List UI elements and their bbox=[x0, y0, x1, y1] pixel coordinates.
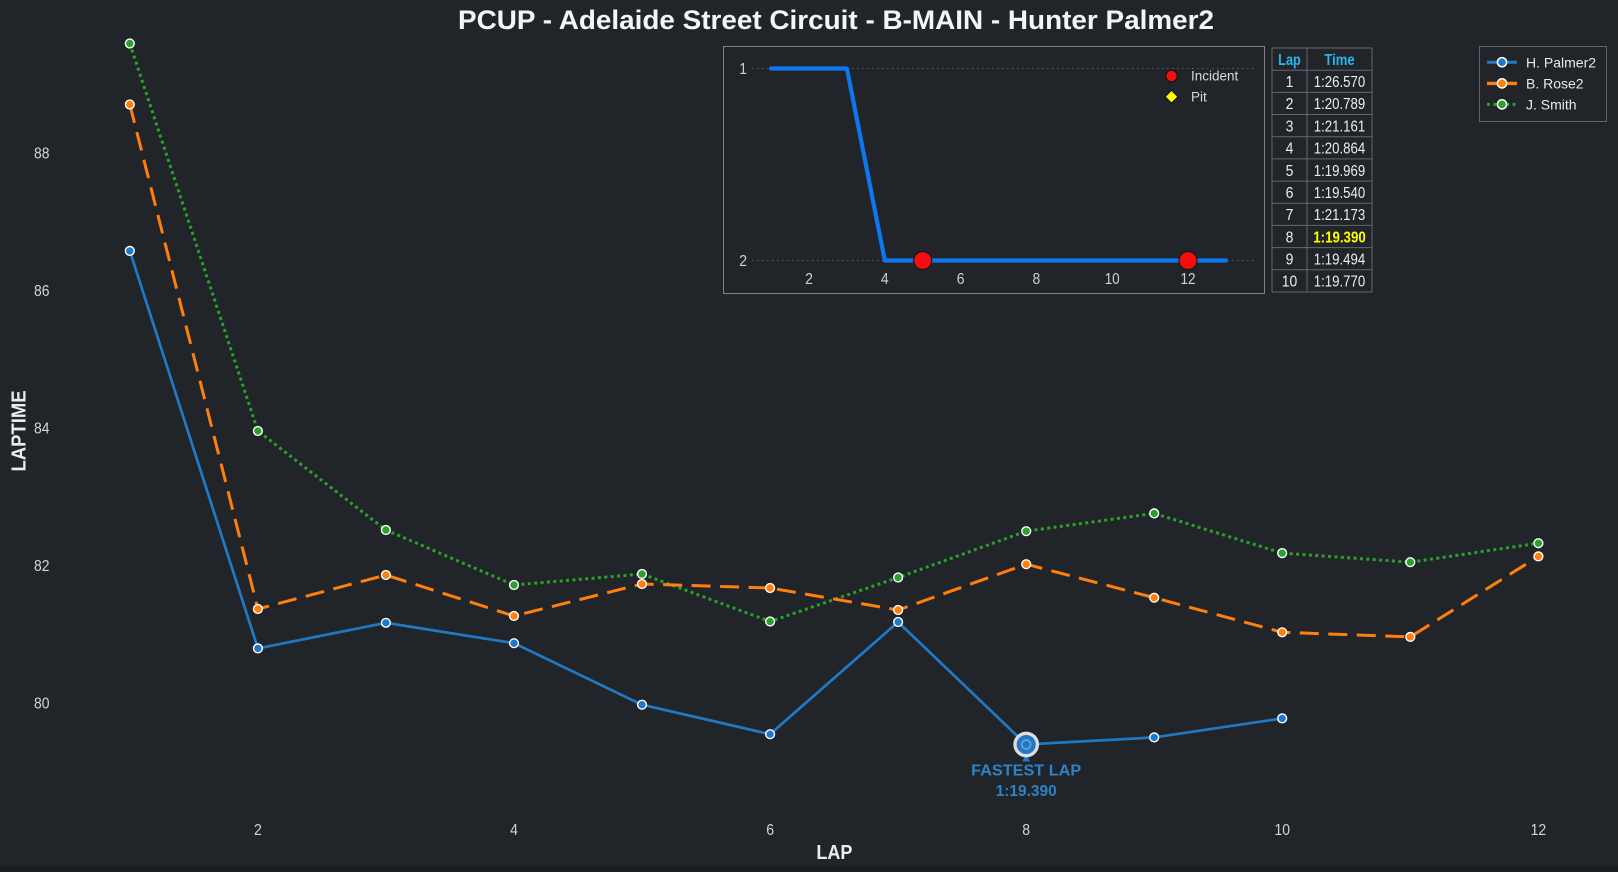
svg-text:Incident: Incident bbox=[1191, 69, 1239, 84]
svg-text:J. Smith: J. Smith bbox=[1526, 97, 1577, 113]
svg-text:1:19.969: 1:19.969 bbox=[1314, 163, 1366, 180]
svg-text:Time: Time bbox=[1324, 52, 1354, 69]
svg-text:6: 6 bbox=[957, 271, 965, 288]
svg-text:1: 1 bbox=[1286, 74, 1294, 91]
svg-text:1:19.390: 1:19.390 bbox=[1313, 229, 1366, 246]
svg-text:8: 8 bbox=[1286, 229, 1294, 246]
svg-text:LAPTIME: LAPTIME bbox=[8, 391, 31, 472]
svg-text:10: 10 bbox=[1105, 271, 1120, 288]
svg-text:4: 4 bbox=[510, 822, 518, 839]
svg-text:1:20.789: 1:20.789 bbox=[1314, 96, 1366, 113]
svg-text:4: 4 bbox=[1286, 141, 1294, 158]
svg-text:6: 6 bbox=[1286, 185, 1294, 202]
svg-text:4: 4 bbox=[881, 271, 889, 288]
svg-text:10: 10 bbox=[1282, 274, 1298, 291]
svg-text:7: 7 bbox=[1286, 207, 1294, 224]
svg-text:86: 86 bbox=[34, 283, 50, 300]
svg-text:6: 6 bbox=[766, 822, 774, 839]
svg-text:8: 8 bbox=[1022, 822, 1030, 839]
svg-text:LAP: LAP bbox=[816, 842, 852, 864]
svg-text:5: 5 bbox=[1286, 163, 1294, 180]
svg-text:1:20.864: 1:20.864 bbox=[1314, 141, 1366, 158]
svg-text:FASTEST LAP: FASTEST LAP bbox=[971, 763, 1081, 780]
svg-text:2: 2 bbox=[254, 822, 262, 839]
svg-text:1:19.540: 1:19.540 bbox=[1314, 185, 1366, 202]
svg-text:H. Palmer2: H. Palmer2 bbox=[1526, 54, 1596, 70]
svg-text:8: 8 bbox=[1033, 271, 1041, 288]
svg-text:Pit: Pit bbox=[1191, 89, 1207, 104]
svg-text:PCUP - Adelaide Street Circuit: PCUP - Adelaide Street Circuit - B-MAIN … bbox=[458, 5, 1214, 35]
svg-text:B. Rose2: B. Rose2 bbox=[1526, 76, 1584, 92]
svg-text:Lap: Lap bbox=[1278, 52, 1301, 69]
svg-text:1:19.390: 1:19.390 bbox=[996, 783, 1057, 800]
svg-text:1:26.570: 1:26.570 bbox=[1314, 74, 1366, 91]
svg-text:80: 80 bbox=[34, 695, 50, 712]
svg-text:1:21.173: 1:21.173 bbox=[1314, 207, 1366, 224]
svg-text:1:19.770: 1:19.770 bbox=[1314, 274, 1366, 291]
svg-text:88: 88 bbox=[34, 145, 50, 162]
svg-text:82: 82 bbox=[34, 558, 50, 575]
svg-text:3: 3 bbox=[1286, 118, 1294, 135]
svg-text:12: 12 bbox=[1531, 822, 1547, 839]
svg-text:1:21.161: 1:21.161 bbox=[1314, 118, 1366, 135]
svg-text:2: 2 bbox=[739, 253, 747, 270]
svg-text:2: 2 bbox=[805, 271, 813, 288]
svg-text:2: 2 bbox=[1286, 96, 1294, 113]
svg-text:1: 1 bbox=[739, 61, 747, 78]
svg-text:84: 84 bbox=[34, 420, 50, 437]
svg-text:12: 12 bbox=[1181, 271, 1196, 288]
svg-text:10: 10 bbox=[1274, 822, 1290, 839]
svg-text:1:19.494: 1:19.494 bbox=[1314, 252, 1366, 269]
svg-text:9: 9 bbox=[1286, 252, 1294, 269]
